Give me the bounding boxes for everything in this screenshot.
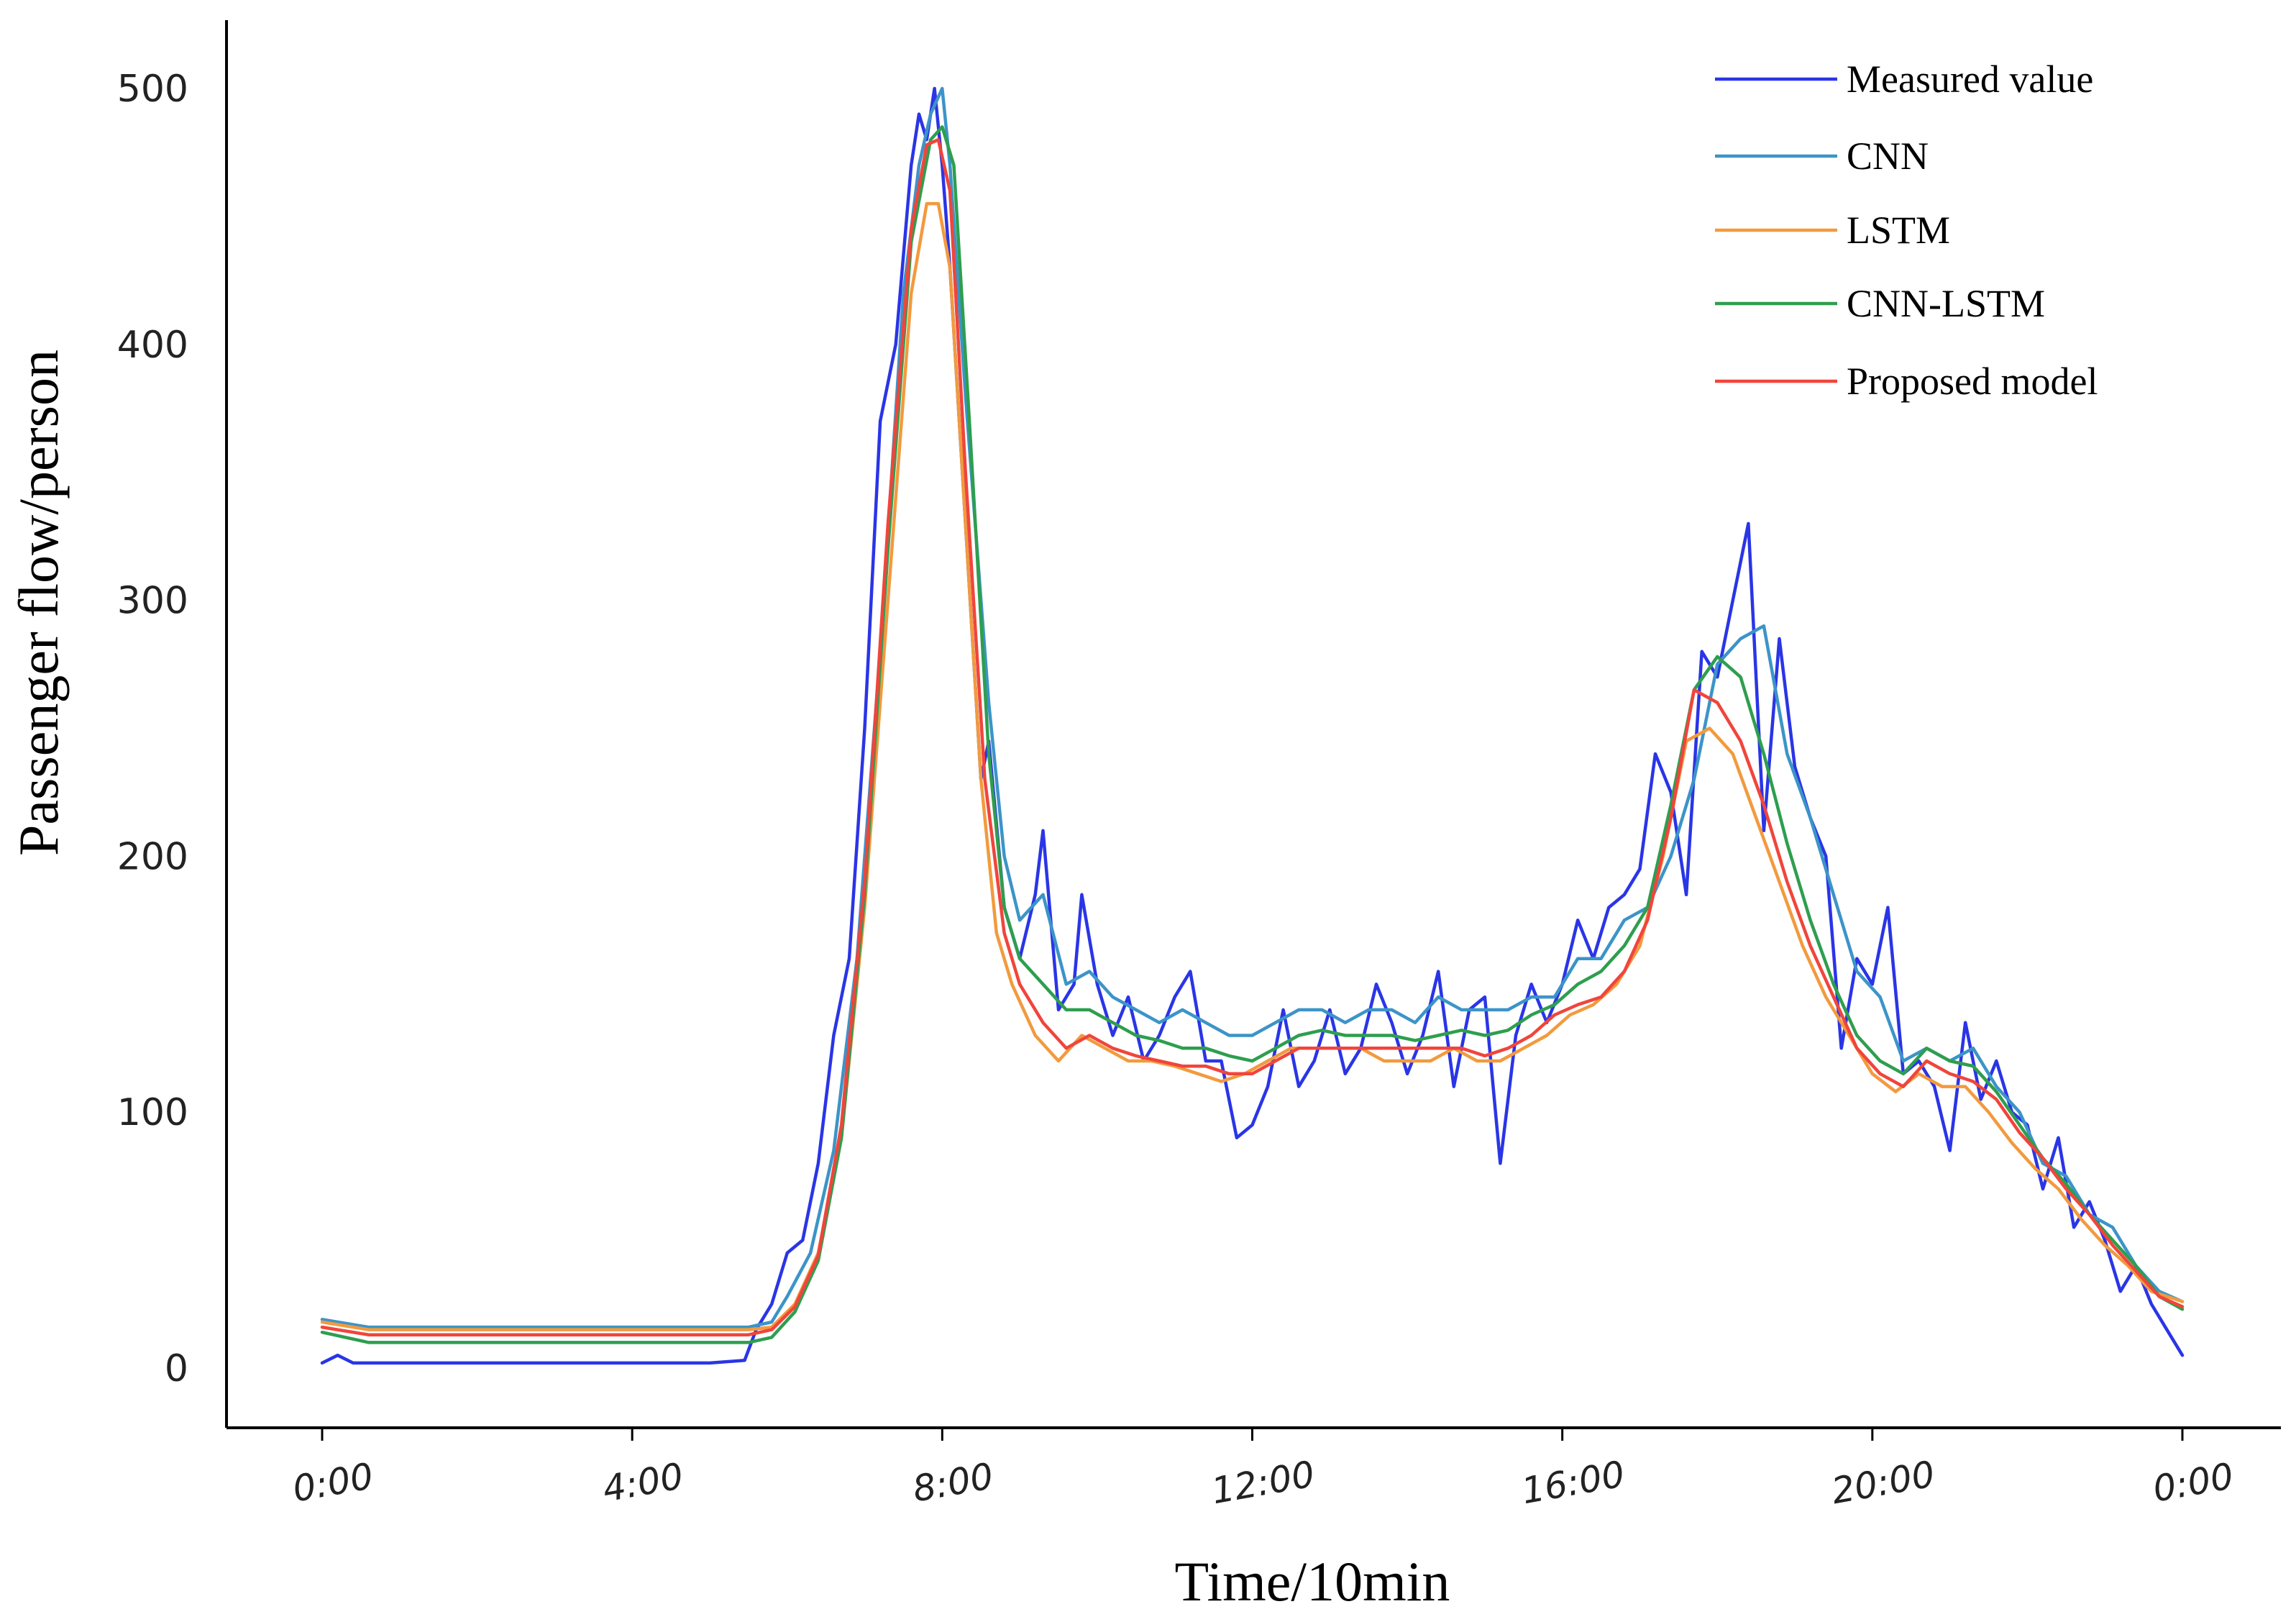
chart-legend: Measured value CNN LSTM CNN-LSTM Proposed mo…: [1715, 58, 2098, 403]
x-tick-label: 0:00: [2150, 1455, 2237, 1511]
legend-item: CNN-LSTM: [1715, 282, 2045, 325]
legend-label: Proposed model: [1847, 360, 2098, 403]
y-tick-label: 100: [117, 1091, 188, 1134]
x-tick-labels: 0:00 4:00 8:00 12:00 16:00 20:00 0:00: [290, 1428, 2237, 1512]
y-tick-label: 300: [117, 580, 188, 623]
series-line-cnn-lstm: [320, 125, 2185, 1344]
y-tick-label: 0: [165, 1347, 188, 1390]
legend-label: CNN: [1847, 135, 1929, 178]
series-line-lstm: [320, 201, 2185, 1331]
legend-label: CNN-LSTM: [1847, 282, 2045, 325]
legend-item: CNN: [1715, 135, 1929, 178]
legend-label: Measured value: [1847, 58, 2093, 101]
y-tick-label: 500: [117, 68, 188, 111]
y-tick-labels: 0 100 200 300 400 500: [117, 68, 188, 1390]
x-axis-title: Time/10min: [1175, 1550, 1450, 1613]
y-tick-label: 400: [117, 324, 188, 367]
y-axis-title: Passenger flow/person: [7, 350, 70, 856]
series-line-measured-value: [320, 86, 2185, 1365]
x-tick-label: 16:00: [1519, 1453, 1628, 1512]
legend-item: Proposed model: [1715, 360, 2098, 403]
y-tick-label: 200: [117, 835, 188, 878]
x-tick-label: 4:00: [600, 1455, 687, 1511]
series-line-cnn: [320, 86, 2185, 1329]
legend-item: LSTM: [1715, 209, 1950, 252]
x-tick-label: 8:00: [910, 1455, 997, 1511]
series-lines: [320, 86, 2185, 1365]
x-tick-label: 0:00: [290, 1455, 377, 1511]
chart-axes: [225, 20, 2281, 1429]
x-tick-label: 12:00: [1209, 1453, 1318, 1512]
x-tick-label: 20:00: [1829, 1453, 1938, 1512]
series-line-proposed-model: [320, 137, 2185, 1336]
legend-label: LSTM: [1847, 209, 1950, 252]
legend-item: Measured value: [1715, 58, 2093, 101]
